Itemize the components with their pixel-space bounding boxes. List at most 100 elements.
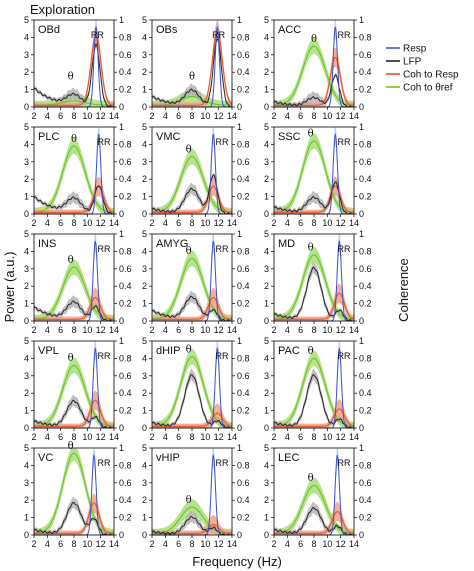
x-tick-label: 6 <box>58 432 63 442</box>
coherence-tick-label: 1 <box>359 122 364 132</box>
power-tick-label: 4 <box>264 460 269 470</box>
coh-resp-band <box>34 287 114 321</box>
x-tick-label: 12 <box>96 111 106 121</box>
rr-label: RR <box>98 137 111 147</box>
coherence-tick-label: 0.6 <box>237 371 250 381</box>
coherence-tick-label: 0.8 <box>237 139 250 149</box>
theta-label: θ <box>308 346 314 357</box>
coherence-tick-label: 0.8 <box>237 460 250 470</box>
coherence-tick-label: 0 <box>359 316 364 326</box>
x-tick-label: 6 <box>298 218 303 228</box>
power-tick-label: 0 <box>264 423 269 433</box>
power-tick-label: 2 <box>264 281 269 291</box>
power-tick-label: 5 <box>142 443 147 453</box>
x-tick-label: 4 <box>163 432 168 442</box>
lfp-line <box>273 181 355 215</box>
coherence-tick-label: 0 <box>359 530 364 540</box>
coherence-tick-label: 0.2 <box>359 192 372 202</box>
coherence-tick-label: 1 <box>119 229 124 239</box>
x-tick-label: 8 <box>71 111 76 121</box>
coherence-tick-label: 0.2 <box>359 406 372 416</box>
power-tick-label: 3 <box>264 478 269 488</box>
theta-label: θ <box>311 34 317 45</box>
x-tick-label: 2 <box>31 432 36 442</box>
coherence-tick-label: 0.6 <box>119 157 132 167</box>
x-tick-label: 8 <box>311 325 316 335</box>
coherence-tick-label: 0.4 <box>359 281 372 291</box>
legend-entry: Coh to Resp <box>403 70 459 81</box>
coherence-tick-label: 1 <box>237 443 242 453</box>
x-tick-label: 6 <box>58 218 63 228</box>
power-tick-label: 2 <box>142 495 147 505</box>
x-tick-label: 14 <box>109 539 119 549</box>
power-tick-label: 2 <box>264 495 269 505</box>
coherence-tick-label: 0.4 <box>119 495 132 505</box>
x-tick-label: 8 <box>71 325 76 335</box>
panel-name: MD <box>278 238 295 250</box>
coherence-tick-label: 0 <box>237 423 242 433</box>
power-tick-label: 4 <box>24 353 29 363</box>
power-tick-label: 1 <box>264 299 269 309</box>
coherence-tick-label: 0.4 <box>119 67 132 77</box>
x-tick-label: 2 <box>271 432 276 442</box>
coherence-tick-label: 0.4 <box>237 281 250 291</box>
coherence-tick-label: 0 <box>237 316 242 326</box>
power-tick-label: 0 <box>264 530 269 540</box>
power-tick-label: 4 <box>142 460 147 470</box>
coh-resp-line <box>34 296 114 320</box>
power-tick-label: 1 <box>24 299 29 309</box>
legend-entry: LFP <box>403 57 422 68</box>
power-tick-label: 2 <box>142 67 147 77</box>
coherence-tick-label: 0.6 <box>237 157 250 167</box>
power-tick-label: 1 <box>24 192 29 202</box>
x-tick-label: 6 <box>298 325 303 335</box>
coherence-tick-label: 0 <box>119 316 124 326</box>
x-tick-label: 2 <box>31 325 36 335</box>
power-tick-label: 0 <box>24 102 29 112</box>
rr-label: RR <box>216 458 229 468</box>
x-tick-label: 14 <box>227 325 237 335</box>
x-tick-label: 2 <box>271 111 276 121</box>
x-tick-label: 8 <box>71 218 76 228</box>
x-tick-label: 12 <box>96 218 106 228</box>
power-tick-label: 3 <box>24 478 29 488</box>
power-tick-label: 5 <box>142 122 147 132</box>
x-tick-label: 14 <box>349 111 359 121</box>
x-tick-label: 4 <box>45 432 50 442</box>
x-tick-label: 4 <box>163 111 168 121</box>
power-tick-label: 5 <box>24 336 29 346</box>
power-tick-label: 0 <box>142 423 147 433</box>
coh-theta-band <box>274 350 354 428</box>
coherence-tick-label: 1 <box>119 122 124 132</box>
x-tick-label: 12 <box>336 539 346 549</box>
lfp-line <box>273 74 355 108</box>
coherence-tick-label: 0 <box>119 530 124 540</box>
power-tick-label: 4 <box>264 32 269 42</box>
coherence-tick-label: 1 <box>237 336 242 346</box>
x-tick-label: 6 <box>176 218 181 228</box>
x-tick-label: 4 <box>285 539 290 549</box>
power-tick-label: 4 <box>24 139 29 149</box>
coherence-tick-label: 0.4 <box>359 388 372 398</box>
power-tick-label: 4 <box>24 32 29 42</box>
coherence-tick-label: 1 <box>359 15 364 25</box>
rr-label: RR <box>338 458 351 468</box>
coh-theta-line <box>152 356 232 427</box>
coherence-tick-label: 0 <box>237 209 242 219</box>
coherence-tick-label: 0.6 <box>359 478 372 488</box>
power-tick-label: 2 <box>264 174 269 184</box>
lfp-band <box>274 501 354 535</box>
coh-resp-line <box>274 185 354 213</box>
x-tick-label: 14 <box>227 218 237 228</box>
x-tick-label: 8 <box>311 432 316 442</box>
power-tick-label: 2 <box>142 174 147 184</box>
coh-theta-line <box>152 96 232 106</box>
power-tick-label: 5 <box>264 336 269 346</box>
theta-label: θ <box>308 473 314 484</box>
x-tick-label: 2 <box>31 111 36 121</box>
coherence-tick-label: 0.8 <box>359 353 372 363</box>
rr-label: RR <box>338 351 351 361</box>
